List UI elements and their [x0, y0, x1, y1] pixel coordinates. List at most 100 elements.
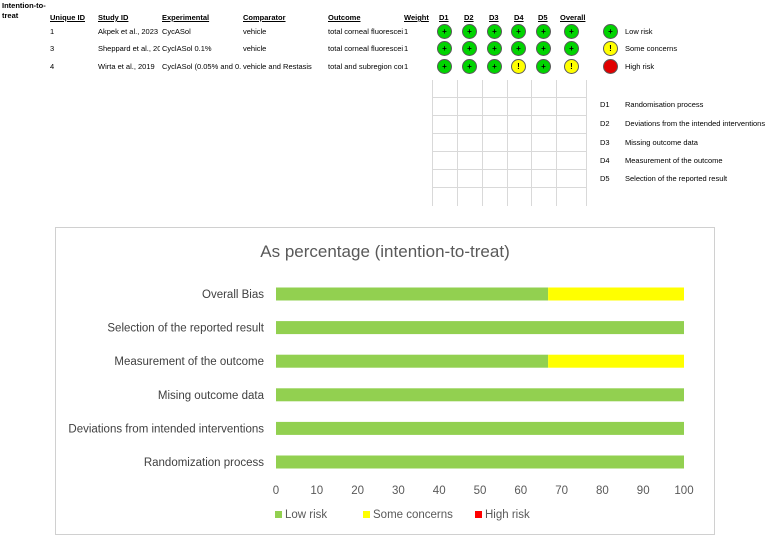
- row3-experimental: CyclASol (0.05% and 0.1%): [162, 62, 241, 71]
- domain-code-d4: D4: [600, 156, 610, 165]
- row3-unique-id: 4: [50, 62, 55, 71]
- domain-code-d2: D2: [600, 119, 610, 128]
- key-some-concerns-symbol: !: [603, 41, 618, 56]
- row2-experimental: CyclASol 0.1%: [162, 44, 212, 53]
- legend-swatch: [275, 511, 282, 518]
- header-overall: Overall: [560, 13, 586, 22]
- row3-overall-judgement: !: [564, 59, 579, 74]
- row3-d4-judgement: !: [511, 59, 526, 74]
- row3-d3-judgement: +: [487, 59, 502, 74]
- row1-unique-id: 1: [50, 27, 55, 36]
- bar-segment: [276, 455, 684, 469]
- row1-overall-judgement: +: [564, 24, 579, 39]
- x-tick-label: 60: [514, 485, 527, 497]
- header-weight: Weight: [404, 13, 429, 22]
- key-low-risk-symbol: +: [603, 24, 618, 39]
- legend-swatch: [363, 511, 370, 518]
- bar-segment: [276, 321, 684, 335]
- x-tick-label: 70: [555, 485, 568, 497]
- x-tick-label: 90: [637, 485, 650, 497]
- bar-segment: [276, 421, 684, 435]
- row1-d4-judgement: +: [511, 24, 526, 39]
- x-tick-label: 40: [433, 485, 446, 497]
- x-tick-label: 0: [273, 485, 279, 497]
- domain-label-d5: Selection of the reported result: [625, 174, 728, 183]
- domain-label-d1: Randomisation process: [625, 100, 704, 109]
- row1-comparator: vehicle: [243, 27, 267, 36]
- row1-outcome: total corneal fluorescein: [328, 27, 403, 36]
- category-label: Overall Bias: [202, 289, 264, 301]
- legend-label: High risk: [485, 509, 530, 521]
- row2-d4-judgement: +: [511, 41, 526, 56]
- category-label: Deviations from intended interventions: [68, 423, 264, 435]
- row2-d3-judgement: +: [487, 41, 502, 56]
- key-low-risk-label: Low risk: [625, 27, 653, 36]
- row2-d5-judgement: +: [536, 41, 551, 56]
- row3-d5-judgement: +: [536, 59, 551, 74]
- percentage-chart: As percentage (intention-to-treat) Overal…: [55, 227, 715, 535]
- row1-d5-judgement: +: [536, 24, 551, 39]
- row2-d1-judgement: +: [437, 41, 452, 56]
- header-d3: D3: [489, 13, 499, 22]
- row2-unique-id: 3: [50, 44, 55, 53]
- key-some-concerns-label: Some concerns: [625, 44, 678, 53]
- row2-d2-judgement: +: [462, 41, 477, 56]
- x-tick-label: 30: [392, 485, 405, 497]
- header-d4: D4: [514, 13, 524, 22]
- row1-d2-judgement: +: [462, 24, 477, 39]
- header-d2: D2: [464, 13, 474, 22]
- header-outcome: Outcome: [328, 13, 361, 22]
- row3-d2-judgement: +: [462, 59, 477, 74]
- legend-label: Low risk: [285, 509, 327, 521]
- domain-label-d2: Deviations from the intended interventio…: [625, 119, 766, 128]
- row1-study-id: Akpek et al., 2023: [98, 27, 159, 36]
- x-tick-label: 80: [596, 485, 609, 497]
- row2-overall-judgement: +: [564, 41, 579, 56]
- row3-study-id: Wirta et al., 2019: [98, 62, 155, 71]
- domain-code-d1: D1: [600, 100, 610, 109]
- domain-code-d3: D3: [600, 138, 610, 147]
- row2-study-id: Sheppard et al., 2021: [98, 44, 160, 53]
- header-d5: D5: [538, 13, 548, 22]
- row3-weight: 1: [404, 62, 409, 71]
- bar-segment: [276, 287, 549, 301]
- domain-label-d3: Missing outcome data: [625, 138, 698, 147]
- row1-weight: 1: [404, 27, 409, 36]
- legend-swatch: [475, 511, 482, 518]
- bar-segment: [276, 354, 549, 368]
- row2-weight: 1: [404, 44, 409, 53]
- row2-comparator: vehicle: [243, 44, 267, 53]
- bar-segment: [276, 388, 684, 402]
- row1-experimental: CycASol: [162, 27, 191, 36]
- row1-d1-judgement: +: [437, 24, 452, 39]
- key-high-risk-symbol: -: [603, 59, 618, 74]
- section-label-line1: Intention-to-: [2, 1, 46, 10]
- bar-segment: [548, 354, 684, 368]
- header-unique-id: Unique ID: [50, 13, 85, 22]
- domain-code-d5: D5: [600, 174, 610, 183]
- x-tick-label: 20: [351, 485, 364, 497]
- category-label: Randomization process: [144, 457, 264, 469]
- category-label: Mising outcome data: [158, 390, 265, 402]
- header-experimental: Experimental: [162, 13, 210, 22]
- chart-title: As percentage (intention-to-treat): [260, 242, 509, 261]
- category-label: Selection of the reported result: [107, 323, 264, 335]
- key-high-risk-label: High risk: [625, 62, 655, 71]
- legend-label: Some concerns: [373, 509, 453, 521]
- x-tick-label: 50: [474, 485, 487, 497]
- row3-comparator: vehicle and Restasis: [243, 62, 312, 71]
- x-tick-label: 10: [310, 485, 323, 497]
- category-label: Measurement of the outcome: [114, 356, 264, 368]
- chart-canvas: As percentage (intention-to-treat) Overal…: [68, 242, 693, 521]
- header-d1: D1: [439, 13, 449, 22]
- row3-d1-judgement: +: [437, 59, 452, 74]
- section-label-line2: treat: [2, 11, 19, 20]
- bar-segment: [548, 287, 684, 301]
- x-tick-label: 100: [674, 485, 693, 497]
- row2-outcome: total corneal fluorescein: [328, 44, 403, 53]
- row3-outcome: total and subregion corneal: [328, 62, 403, 71]
- domain-label-d4: Measurement of the outcome: [625, 156, 723, 165]
- header-comparator: Comparator: [243, 13, 286, 22]
- header-study-id: Study ID: [98, 13, 129, 22]
- row1-d3-judgement: +: [487, 24, 502, 39]
